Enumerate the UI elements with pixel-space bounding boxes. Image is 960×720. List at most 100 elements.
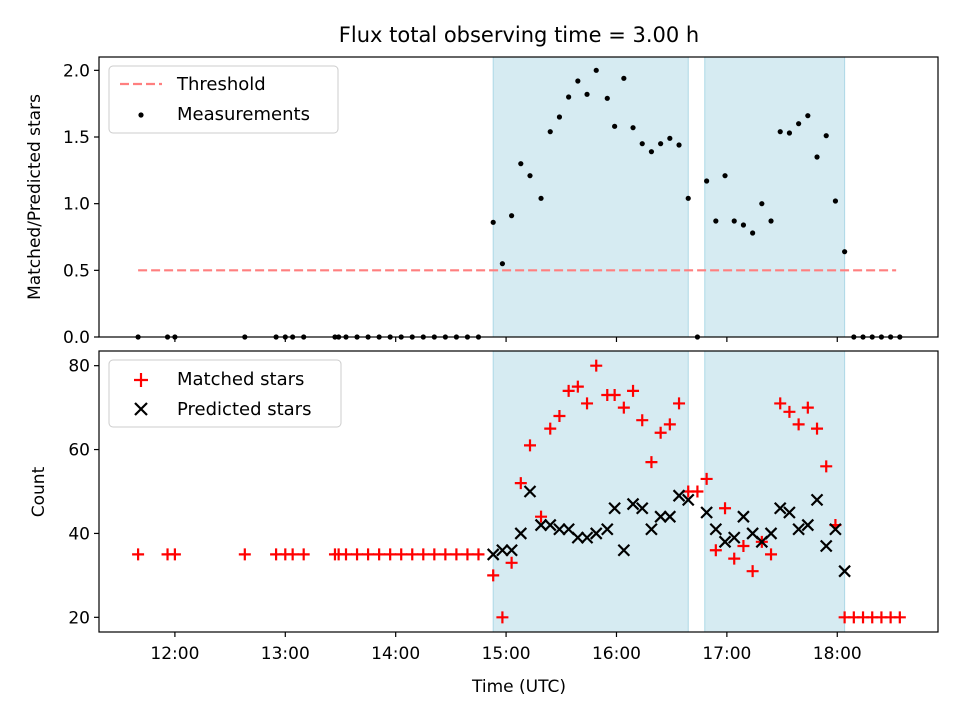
y-tick-label: 40 [68, 524, 90, 544]
matched-star-point [238, 548, 251, 561]
measurement-point [547, 129, 553, 135]
matched-star-point [439, 548, 452, 561]
predicted-star-point [523, 485, 537, 498]
bottom-x-ticks: 12:00 13:00 14:00 15:00 16:00 17:00 18:00 [150, 632, 862, 664]
bottom-shaded-spans [492, 350, 846, 633]
measurement-point [740, 222, 747, 228]
predicted-star-point [801, 518, 815, 532]
predicted-star-point [819, 539, 833, 553]
predicted-star-point [514, 527, 528, 540]
matched-star-point [461, 548, 474, 561]
matched-star-point [737, 540, 750, 553]
bottom-legend: Matched stars Predicted stars [108, 359, 342, 428]
measurement-point [639, 141, 645, 147]
matched-star-point [505, 556, 518, 569]
bottom-y-ticks: 20 40 60 80 [68, 357, 99, 628]
predicted-star-point [496, 543, 509, 557]
top-legend: Threshold Measurements [108, 65, 339, 134]
y-tick-label: 0.0 [63, 328, 90, 348]
predicted-star-point [838, 564, 851, 578]
matched-star-point [544, 422, 557, 435]
matched-star-point [811, 422, 824, 435]
bottom-legend-box [108, 359, 342, 428]
measurement-point [814, 154, 820, 160]
predicted-star-point [700, 506, 713, 519]
bottom-y-axis-label: Count [29, 466, 49, 517]
measurement-point [490, 219, 496, 225]
predicted-star-point [600, 522, 614, 536]
matched-star-point [395, 548, 408, 561]
matched-star-point [719, 502, 732, 515]
measurement-point [704, 178, 710, 184]
legend-predicted-swatch [134, 402, 148, 416]
measurement-point [527, 173, 533, 179]
measurement-point [832, 198, 839, 204]
x-tick-label: 14:00 [371, 644, 420, 664]
measurement-point [768, 218, 774, 224]
measurement-point [676, 142, 682, 148]
matched-star-point [362, 548, 375, 561]
x-tick-label: 15:00 [482, 644, 531, 664]
y-tick-label: 0.5 [63, 261, 90, 281]
measurement-point [685, 195, 691, 201]
predicted-star-point [645, 522, 658, 536]
shaded-span [704, 56, 846, 338]
predicted-star-point [773, 501, 787, 515]
y-tick-label: 60 [68, 441, 90, 461]
matched-star-point [590, 359, 603, 372]
top-y-ticks: 0.0 0.5 1.0 1.5 2.0 [63, 61, 99, 348]
predicted-star-point [672, 489, 686, 502]
predicted-star-point [829, 522, 842, 536]
y-tick-label: 1.5 [63, 128, 90, 148]
x-axis-label: Time (UTC) [471, 677, 566, 697]
measurement-point [538, 195, 544, 201]
matched-star-point [496, 611, 509, 624]
matched-star-point [514, 477, 527, 490]
matched-star-point [691, 485, 704, 498]
predicted-star-point [505, 543, 518, 557]
predicted-star-point [543, 518, 557, 532]
shaded-span [492, 350, 689, 633]
matched-star-point [617, 401, 630, 414]
predicted-star-point [663, 510, 677, 523]
matched-star-point [783, 405, 796, 418]
y-tick-label: 2.0 [63, 61, 90, 81]
x-tick-label: 12:00 [150, 644, 199, 664]
measurement-point [556, 114, 563, 120]
measurement-point [823, 133, 829, 139]
measurement-point [630, 125, 636, 131]
matched-star-point [406, 548, 419, 561]
top-x-ticks [174, 337, 838, 342]
matched-star-point [654, 426, 667, 439]
measurement-point [575, 78, 581, 84]
matched-star-point [487, 569, 500, 582]
matched-star-point [297, 548, 310, 561]
measurement-point [604, 95, 610, 101]
matched-star-point [820, 460, 833, 473]
matched-star-point [709, 544, 722, 557]
predicted-star-point [792, 522, 805, 536]
predicted-star-point [810, 493, 824, 507]
y-tick-label: 80 [68, 357, 90, 377]
measurement-point [621, 75, 627, 81]
x-tick-label: 16:00 [592, 644, 641, 664]
matched-star-point [581, 397, 594, 410]
matched-star-point [728, 552, 741, 565]
matched-star-point [472, 548, 485, 561]
x-tick-label: 13:00 [261, 644, 310, 664]
matched-star-point [792, 418, 805, 431]
predicted-star-point [608, 501, 621, 515]
predicted-star-point [681, 493, 695, 507]
top-shaded-spans [492, 56, 846, 338]
matched-star-point [627, 384, 640, 397]
matched-star-point [673, 397, 686, 410]
measurement-point [777, 129, 783, 135]
legend-threshold-label: Threshold [176, 74, 266, 95]
predicted-star-point [553, 522, 566, 536]
predicted-star-point [589, 527, 603, 540]
measurement-point [805, 113, 811, 119]
matched-star-point [700, 472, 713, 485]
measurement-point [584, 91, 590, 97]
